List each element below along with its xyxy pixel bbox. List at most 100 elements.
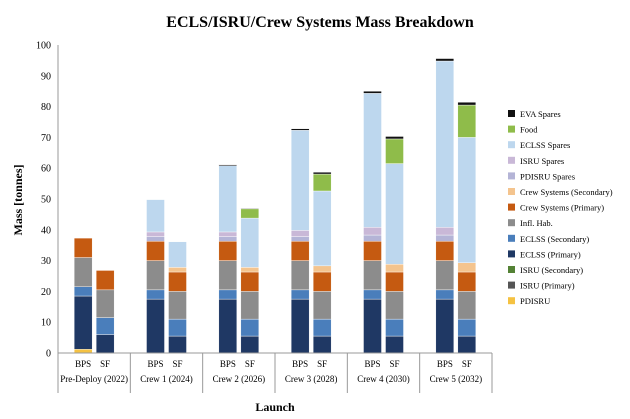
bar-segment: [435, 289, 455, 300]
bar-segment: [290, 130, 310, 231]
bar-label: SF: [245, 359, 255, 369]
bar-segment: [168, 267, 187, 273]
bar-segment: [146, 199, 165, 233]
bar-label: BPS: [220, 359, 236, 369]
bar-segment: [457, 335, 477, 354]
y-tick-label: 90: [41, 71, 51, 82]
bar-segment: [168, 335, 187, 354]
bar-segment: [95, 270, 115, 291]
bar-segment: [73, 349, 93, 354]
y-tick-label: 50: [41, 195, 51, 206]
chart-title: ECLS/ISRU/Crew Systems Mass Breakdown: [166, 14, 474, 31]
bar-segment: [218, 240, 238, 261]
bar-segment: [312, 335, 332, 354]
legend-swatch: [508, 172, 515, 180]
y-tick-label: 10: [41, 318, 51, 329]
legend-swatch: [508, 266, 515, 273]
bar-segment: [312, 271, 332, 292]
bar-segment: [240, 267, 260, 273]
bar-segment: [240, 208, 260, 219]
bar-segment: [435, 234, 455, 242]
bar-segment: [73, 257, 93, 287]
group-label: Crew 5 (2032): [430, 374, 483, 384]
bar-segment: [218, 231, 238, 237]
group-label: Crew 2 (2026): [213, 374, 266, 384]
bar-segment: [146, 240, 165, 261]
y-tick-label: 40: [41, 225, 51, 236]
bar-segment: [385, 335, 404, 354]
legend-label: EVA Spares: [520, 109, 561, 119]
bar-segment: [435, 58, 455, 62]
legend-swatch: [508, 203, 515, 211]
bar-segment: [168, 291, 187, 320]
bar-label: BPS: [292, 359, 308, 369]
bar-segment: [435, 298, 455, 354]
bar-segment: [146, 260, 165, 291]
y-tick-label: 30: [41, 256, 51, 267]
bar-segment: [290, 260, 310, 291]
y-tick-label: 80: [41, 102, 51, 113]
bar-segment: [290, 230, 310, 237]
bar-segment: [168, 271, 187, 292]
bar-segment: [168, 241, 187, 268]
legend-swatch: [508, 297, 515, 305]
bar-label: BPS: [75, 359, 91, 369]
bar-segment: [457, 318, 477, 337]
y-tick-label: 100: [36, 41, 51, 52]
legend-swatch: [508, 156, 515, 164]
legend-label: Crew Systems (Secondary): [520, 187, 613, 197]
bar-segment: [385, 271, 404, 292]
bar-segment: [168, 318, 187, 337]
bar-segment: [73, 295, 93, 350]
legend-swatch: [508, 281, 515, 289]
legend-swatch: [508, 219, 515, 227]
bar-label: BPS: [437, 359, 453, 369]
bar-segment: [312, 173, 332, 192]
legend-swatch: [508, 141, 515, 149]
bar-segment: [457, 102, 477, 106]
y-tick-label: 60: [41, 164, 51, 175]
bar-segment: [385, 291, 404, 320]
bar-segment: [73, 286, 93, 297]
bar-segment: [435, 240, 455, 261]
bar-segment: [385, 138, 404, 164]
bar-segment: [95, 317, 115, 335]
bar-segment: [385, 318, 404, 337]
bar-segment: [435, 227, 455, 236]
bar-segment: [457, 291, 477, 320]
legend-label: ECLSS Spares: [520, 140, 570, 150]
bar-segment: [290, 289, 310, 300]
bar-segment: [312, 190, 332, 267]
group-label: Crew 1 (2024): [140, 374, 193, 384]
bar-segment: [146, 231, 165, 237]
bar-segment: [146, 298, 165, 354]
bar-label: SF: [317, 359, 327, 369]
bar-segment: [290, 240, 310, 261]
y-tick-label: 0: [46, 349, 51, 360]
bar-segment: [363, 298, 382, 354]
group-label: Crew 3 (2028): [285, 374, 338, 384]
bar-label: SF: [462, 359, 472, 369]
bar-segment: [363, 90, 382, 94]
bar-segment: [363, 289, 382, 300]
legend-label: Infl. Hab.: [520, 218, 553, 228]
y-tick-label: 70: [41, 133, 51, 144]
bar-segment: [240, 217, 260, 268]
bar-segment: [290, 236, 310, 242]
bar-segment: [312, 172, 332, 175]
legend-label: ISRU Spares: [520, 156, 564, 166]
bar-label: SF: [172, 359, 182, 369]
legend-swatch: [508, 110, 515, 117]
legend-label: PDISRU Spares: [520, 171, 575, 181]
bar-segment: [435, 260, 455, 291]
y-tick-label: 20: [41, 287, 51, 298]
bar-segment: [312, 291, 332, 320]
bar-label: SF: [389, 359, 399, 369]
x-axis-title: Launch: [255, 400, 295, 414]
legend-label: ISRU (Primary): [520, 281, 575, 291]
group-label: Crew 4 (2030): [357, 374, 410, 384]
group-label: Pre-Deploy (2022): [60, 374, 128, 384]
bar-segment: [218, 236, 238, 242]
bar-segment: [385, 136, 404, 140]
